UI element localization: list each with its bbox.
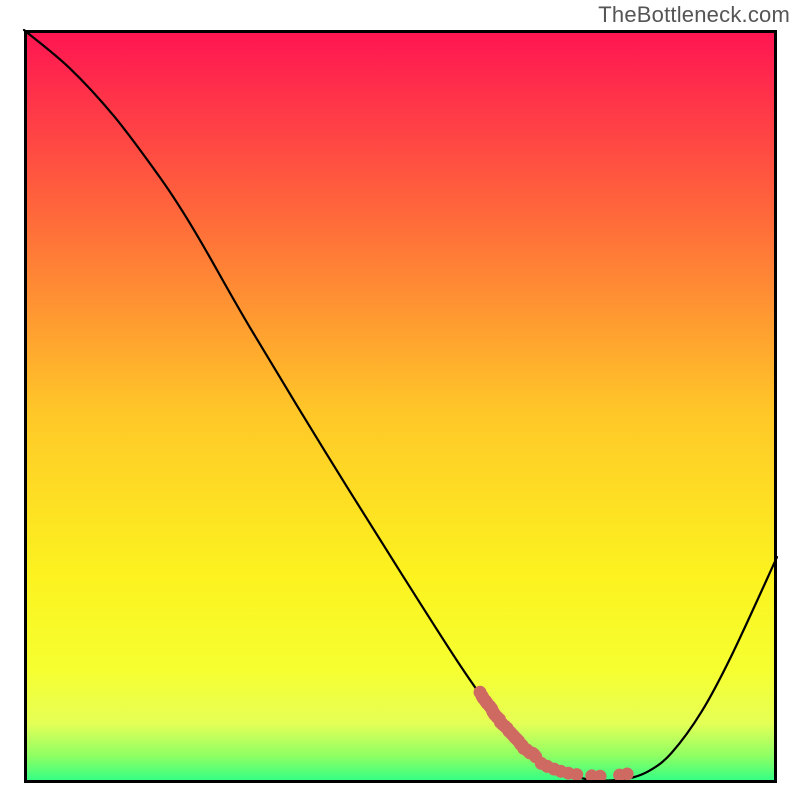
watermark-text: TheBottleneck.com: [598, 2, 790, 28]
plot-gradient-background: [24, 30, 777, 783]
chart-stage: TheBottleneck.com: [0, 0, 800, 800]
bottleneck-plot: [24, 30, 777, 783]
